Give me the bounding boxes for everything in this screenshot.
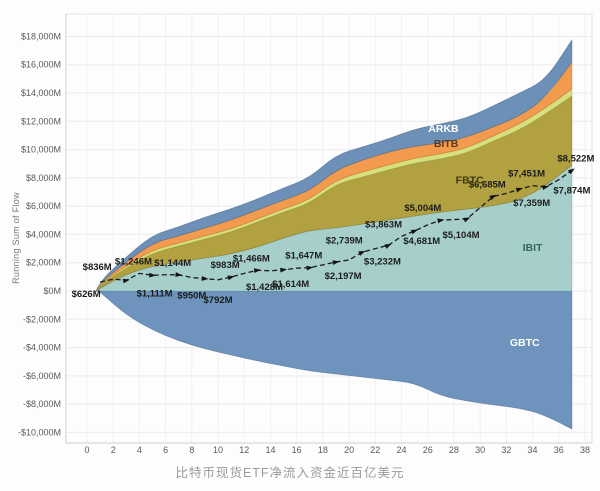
point-label: $1,246M [115, 256, 152, 267]
y-tick-label: $12,000M [21, 116, 61, 126]
x-tick-label: 34 [528, 445, 538, 455]
x-tick-label: 28 [449, 445, 459, 455]
x-tick-label: 6 [163, 445, 168, 455]
y-tick-label: $16,000M [21, 60, 61, 70]
point-label: $1,111M [137, 288, 173, 299]
point-label: $626M [72, 289, 101, 300]
point-label: $3,863M [365, 219, 402, 230]
line-arrow [175, 272, 183, 277]
x-tick-label: 32 [501, 445, 511, 455]
line-arrow [306, 265, 314, 271]
x-tick-label: 30 [475, 445, 485, 455]
point-label: $5,004M [404, 203, 441, 214]
y-tick-label: $18,000M [21, 31, 61, 41]
y-tick-label: $8,000M [26, 173, 61, 183]
point-label: $950M [177, 291, 206, 302]
area-gbtc[interactable] [95, 290, 573, 430]
line-arrow [122, 278, 130, 284]
point-label: $1,647M [285, 251, 322, 262]
line-arrow [253, 268, 261, 273]
y-tick-label: $2,000M [26, 258, 61, 268]
y-tick-label: -$10,000M [18, 427, 61, 437]
point-label: $1,466M [233, 253, 270, 264]
y-tick-label: $6,000M [26, 201, 61, 211]
line-arrow [463, 217, 471, 223]
y-tick-label: -$6,000M [23, 371, 61, 381]
point-label: $8,522M [557, 153, 594, 164]
x-tick-label: 0 [84, 445, 89, 455]
point-label: $1,428M [246, 282, 283, 293]
x-tick-label: 18 [318, 445, 328, 455]
x-tick-label: 2 [111, 445, 116, 455]
point-label: $2,197M [325, 271, 362, 282]
point-label: $7,359M [513, 198, 550, 209]
x-tick-label: 26 [423, 445, 433, 455]
point-label: $1,614M [272, 279, 309, 290]
line-arrow [437, 218, 445, 224]
x-tick-label: 10 [213, 445, 223, 455]
x-tick-label: 8 [189, 445, 194, 455]
x-tick-label: 36 [554, 445, 564, 455]
point-label: $3,232M [364, 256, 401, 267]
point-label: $7,451M [508, 169, 545, 180]
x-tick-label: 20 [344, 445, 354, 455]
point-label: $2,739M [326, 235, 363, 246]
line-arrow [280, 267, 288, 273]
x-tick-label: 12 [239, 445, 249, 455]
point-label: $6,685M [469, 179, 506, 190]
point-label: $7,874M [553, 185, 590, 196]
line-arrow [149, 272, 157, 278]
y-tick-label: $4,000M [26, 229, 61, 239]
y-tick-label: $10,000M [21, 145, 61, 155]
line-arrow [410, 229, 418, 235]
y-tick-label: -$2,000M [23, 314, 61, 324]
x-tick-label: 24 [397, 445, 407, 455]
series-label-gbtc: GBTC [510, 337, 540, 349]
chart-title: 比特币现货ETF净流入资金近百亿美元 [175, 466, 405, 480]
line-arrow [201, 276, 209, 281]
x-tick-label: 4 [137, 445, 142, 455]
series-label-arkb: ARKB [428, 123, 459, 135]
line-end-arrow [567, 168, 575, 175]
area-arkb[interactable] [95, 39, 573, 292]
y-tick-label: -$8,000M [23, 399, 61, 409]
y-tick-label: -$4,000M [23, 343, 61, 353]
x-tick-label: 14 [265, 445, 275, 455]
line-arrow [542, 185, 550, 190]
line-arrow [358, 250, 366, 256]
y-tick-label: $14,000M [21, 88, 61, 98]
x-tick-label: 16 [292, 445, 302, 455]
line-arrow [515, 187, 523, 193]
line-arrow [489, 194, 497, 201]
point-label: $836M [83, 262, 112, 273]
line-arrow [384, 243, 392, 249]
series-label-bitb: BITB [434, 138, 459, 150]
line-arrow [227, 275, 235, 281]
series-label-fbtc: FBTC [456, 174, 484, 186]
point-label: $5,104M [443, 230, 480, 241]
line-arrow [332, 260, 340, 265]
point-label: $4,681M [403, 236, 440, 247]
x-tick-label: 22 [370, 445, 380, 455]
point-label: $1,144M [154, 258, 191, 269]
series-label-ibit: IBIT [523, 242, 543, 254]
x-tick-label: 38 [580, 445, 590, 455]
y-tick-label: $0M [43, 286, 61, 296]
y-axis-title: Running Sum of Flow [11, 192, 21, 284]
point-label: $792M [204, 295, 233, 306]
point-label: $983M [211, 260, 240, 271]
